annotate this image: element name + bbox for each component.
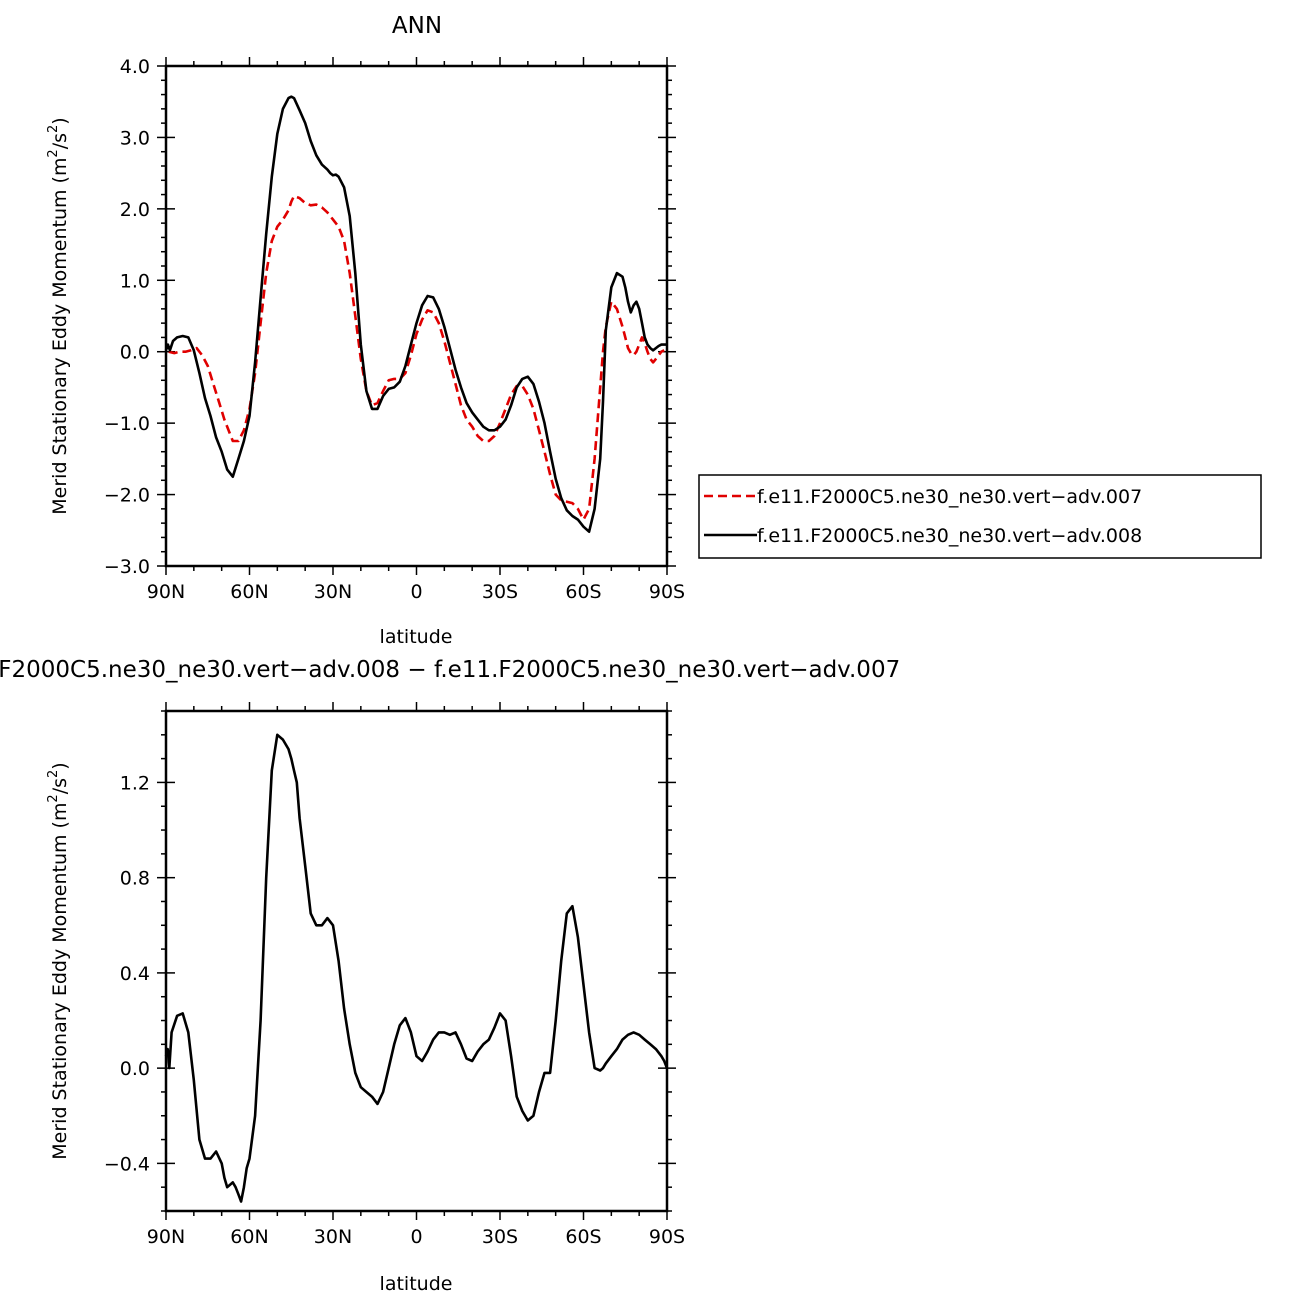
top-ytick-label: −1.0 [104,413,150,435]
bottom-xtick-label: 60S [565,1226,601,1248]
top-series [164,95,667,533]
bottom-title: f.e11.F2000C5.ne30_ne30.vert−adv.008 − f… [0,657,900,683]
top-ytick-label: 1.0 [120,270,150,292]
top-xtick-label: 60N [230,581,268,603]
bottom-axis-ticks [157,702,676,1220]
top-ytick-label: −2.0 [104,485,150,507]
bottom-xtick-label: 30N [314,1226,352,1248]
top-y-axis-label: Merid Stationary Eddy Momentum (m2/s2) [46,117,71,514]
top-xtick-label: 60S [565,581,601,603]
bottom-plot-frame [164,709,669,1213]
bottom-xtick-label: 90N [147,1226,185,1248]
bottom-series-line-0 [164,733,669,1203]
bottom-ytick-label: −0.4 [104,1153,150,1175]
top-xtick-label: 0 [410,581,422,603]
bottom-xtick-label: 60N [230,1226,268,1248]
top-title: ANN [392,13,442,39]
top-ytick-label: 3.0 [120,127,150,149]
bottom-panel: f.e11.F2000C5.ne30_ne30.vert−adv.008 − f… [0,657,900,1295]
legend: f.e11.F2000C5.ne30_ne30.vert−adv.007 f.e… [698,474,1262,559]
bottom-ytick-label: 1.2 [120,772,150,794]
top-panel: ANN 90N 60N 30N 0 30S 60S 90S 4.0 3.0 2.0 1.0 0.0 −1… [46,13,685,648]
top-xtick-label: 90S [649,581,685,603]
top-axis-ticks [157,57,676,575]
top-x-axis-label: latitude [380,626,453,648]
top-ytick-label: 4.0 [120,56,150,78]
top-ytick-label: 2.0 [120,199,150,221]
legend-label-007: f.e11.F2000C5.ne30_ne30.vert−adv.007 [757,486,1142,508]
top-ytick-label: 0.0 [120,342,150,364]
bottom-y-axis-label: Merid Stationary Eddy Momentum (m2/s2) [46,762,71,1159]
top-series-line-1 [164,95,667,533]
top-xtick-label: 90N [147,581,185,603]
bottom-xtick-label: 30S [482,1226,518,1248]
top-series-line-0 [168,194,665,521]
top-ytick-label: −3.0 [104,556,150,578]
bottom-xtick-label: 90S [649,1226,685,1248]
top-plot-frame [164,64,669,568]
bottom-ytick-label: 0.0 [120,1058,150,1080]
top-tick-labels: 90N 60N 30N 0 30S 60S 90S 4.0 3.0 2.0 1.0 0.0 −1.0 −2… [104,56,685,603]
legend-box [698,474,1262,559]
bottom-ytick-label: 0.4 [120,963,150,985]
bottom-ytick-label: 0.8 [120,868,150,890]
bottom-series [164,733,669,1203]
bottom-tick-labels: 90N 60N 30N 0 30S 60S 90S 1.2 0.8 0.4 0.0 −0.4 [104,772,685,1248]
bottom-xtick-label: 0 [410,1226,422,1248]
bottom-x-axis-label: latitude [380,1273,453,1295]
top-xtick-label: 30S [482,581,518,603]
top-xtick-label: 30N [314,581,352,603]
legend-label-008: f.e11.F2000C5.ne30_ne30.vert−adv.008 [757,525,1142,547]
